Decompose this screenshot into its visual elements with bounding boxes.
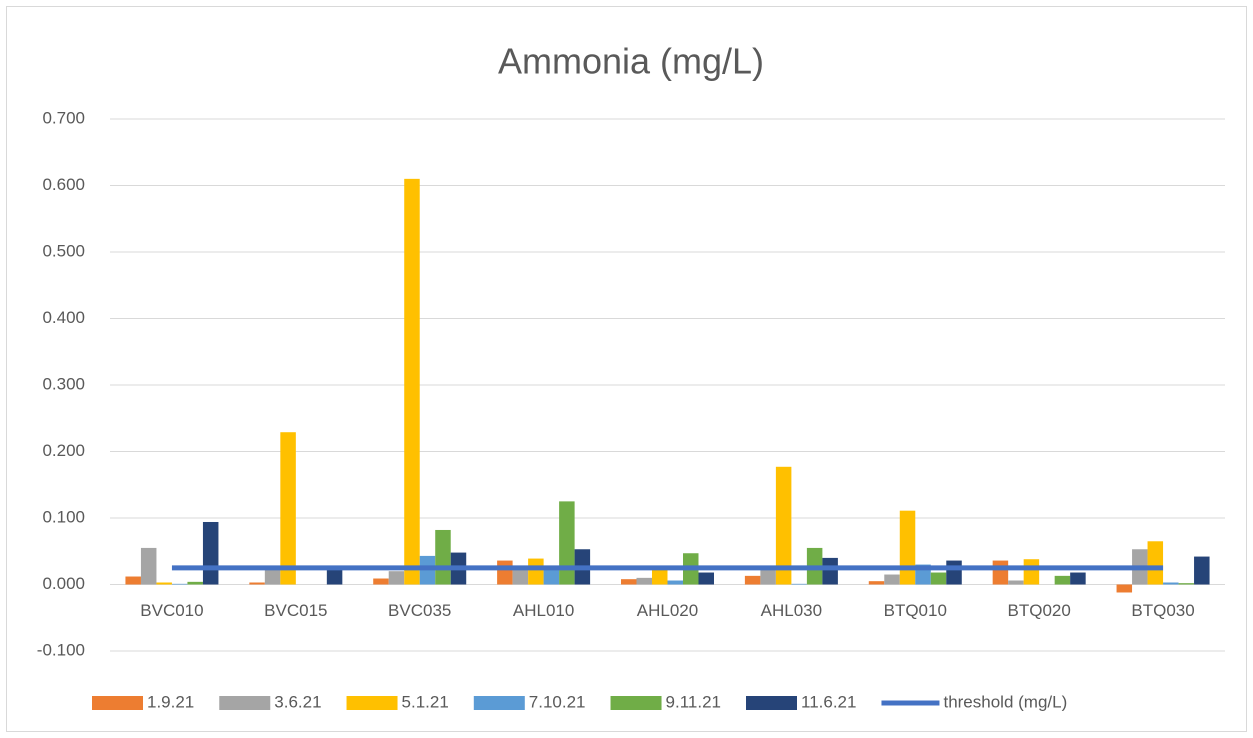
legend-label: 9.11.21 [666, 692, 721, 711]
bar [404, 178, 420, 585]
bar [992, 560, 1009, 585]
bar [1163, 582, 1179, 585]
bar [1194, 556, 1210, 585]
bar [559, 501, 575, 585]
y-tick-label: 0.700 [42, 108, 85, 127]
y-tick-label: 0.300 [42, 374, 85, 393]
legend-swatch [746, 696, 797, 710]
legend-swatch [346, 696, 398, 710]
x-tick-label: AHL030 [761, 601, 822, 620]
bar [899, 510, 916, 585]
legend-swatch [92, 696, 143, 710]
bar [171, 583, 188, 585]
x-tick-label: BVC010 [140, 601, 203, 620]
bar [543, 567, 560, 585]
bar [884, 574, 900, 585]
bar [698, 572, 714, 585]
y-tick-label: 0.600 [42, 175, 85, 194]
y-tick-label: 0.100 [42, 507, 85, 526]
legend-swatch [219, 696, 271, 710]
bar [822, 557, 838, 585]
bar [1070, 572, 1086, 585]
y-tick-label: 0.500 [42, 241, 85, 260]
legend-label: 1.9.21 [147, 692, 194, 711]
bar [667, 580, 683, 585]
bar [326, 569, 343, 585]
bar [868, 581, 885, 585]
bar [497, 560, 513, 585]
chart-title: Ammonia (mg/L) [498, 41, 764, 82]
bar [946, 560, 962, 585]
bar [636, 577, 652, 585]
y-tick-label: 0.200 [42, 441, 85, 460]
x-tick-label: BTQ020 [1008, 601, 1071, 620]
bar [249, 582, 265, 585]
bar [264, 567, 281, 585]
bar [621, 579, 637, 585]
x-tick-label: AHL020 [637, 601, 698, 620]
bar [1054, 575, 1071, 585]
bar [744, 575, 761, 585]
legend-label: 3.6.21 [274, 692, 321, 711]
bar [775, 466, 792, 585]
x-tick-label: BVC035 [388, 601, 451, 620]
bar [156, 582, 172, 585]
bar [388, 571, 405, 585]
x-tick-label: AHL010 [513, 601, 574, 620]
bar [652, 569, 668, 585]
bar [1023, 559, 1040, 585]
bar [202, 521, 219, 585]
x-tick-label: BTQ010 [884, 601, 947, 620]
bar [140, 547, 157, 585]
bar [125, 576, 141, 585]
bar [1008, 580, 1024, 585]
y-tick-label: 0.000 [42, 574, 85, 593]
legend-label: 11.6.21 [801, 692, 856, 711]
chart-border [6, 6, 1247, 732]
bar [187, 581, 203, 585]
bar [760, 569, 776, 585]
bar [1178, 583, 1195, 585]
bar [373, 578, 389, 585]
legend-label: 5.1.21 [402, 692, 449, 711]
y-tick-label: 0.400 [42, 308, 85, 327]
bar [512, 565, 529, 585]
legend-swatch [610, 696, 662, 710]
bar [791, 583, 807, 585]
x-tick-label: BTQ030 [1131, 601, 1194, 620]
legend-swatch [473, 696, 525, 710]
legend-label: 7.10.21 [529, 692, 586, 711]
bar [528, 558, 544, 585]
legend-label: threshold (mg/L) [943, 692, 1067, 711]
bar [280, 432, 296, 585]
bar [435, 529, 451, 585]
bar [1147, 541, 1164, 585]
bar [1116, 584, 1133, 593]
bar [930, 572, 947, 585]
x-tick-label: BVC015 [264, 601, 327, 620]
y-tick-label: -0.100 [37, 640, 85, 659]
